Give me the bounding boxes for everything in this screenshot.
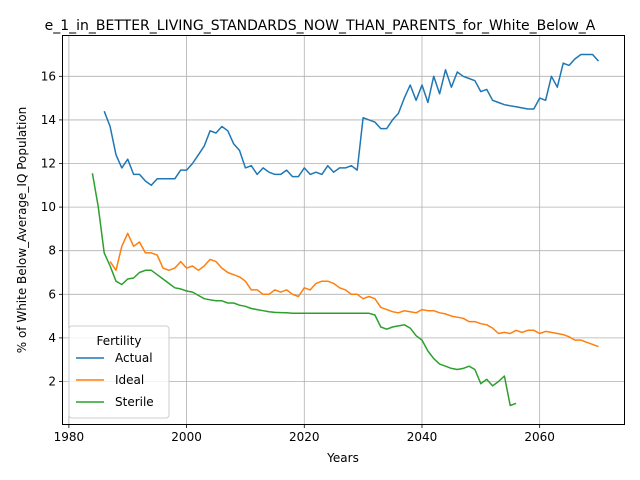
x-tick-label: 1980: [54, 430, 85, 444]
y-tick-label: 2: [48, 374, 56, 388]
x-tick-label: 2020: [289, 430, 320, 444]
x-tick-label: 2060: [524, 430, 555, 444]
legend: Fertility Actual Ideal Sterile: [68, 325, 170, 419]
legend-label-ideal: Ideal: [115, 373, 144, 387]
y-tick-label: 4: [48, 331, 56, 345]
x-tick-label: 2000: [171, 430, 202, 444]
series-lines: [91, 53, 600, 407]
grid: [63, 36, 625, 424]
y-tick-label: 14: [41, 113, 56, 127]
series-line-ideal: [109, 232, 599, 348]
legend-label-actual: Actual: [115, 351, 153, 365]
y-axis-ticks: 2 4 6 8 10 12 14 16: [41, 69, 63, 388]
x-axis-ticks: 1980 2000 2020 2040 2060: [54, 424, 555, 444]
chart-title: e_1_in_BETTER_LIVING_STANDARDS_NOW_THAN_…: [45, 18, 596, 34]
plot-frame: [62, 35, 625, 425]
legend-title: Fertility: [96, 334, 141, 348]
y-tick-label: 10: [41, 200, 56, 214]
legend-label-sterile: Sterile: [115, 395, 154, 409]
y-tick-label: 16: [41, 69, 56, 83]
y-tick-label: 8: [48, 244, 56, 258]
y-tick-label: 12: [41, 157, 56, 171]
x-axis-label: Years: [326, 451, 359, 465]
series-line-sterile: [91, 173, 517, 407]
legend-box: [68, 325, 170, 419]
y-tick-label: 6: [48, 287, 56, 301]
series-line-actual: [103, 53, 600, 187]
x-tick-label: 2040: [407, 430, 438, 444]
y-axis-label: % of White Below_Average_IQ Population: [15, 107, 29, 354]
